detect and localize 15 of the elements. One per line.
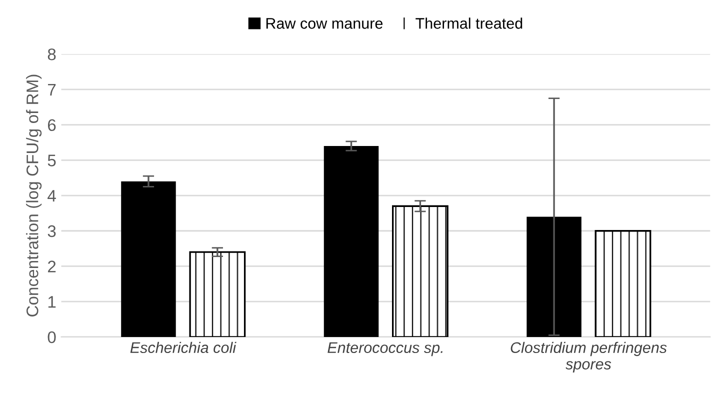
y-tick-label: 7 [48, 84, 56, 96]
legend-label: Thermal treated [416, 18, 522, 29]
x-tick-label: Enterococcus sp. [328, 342, 442, 356]
y-tick-label: 8 [48, 48, 56, 60]
y-tick-label: 0 [48, 331, 56, 344]
y-tick-label: 1 [48, 296, 56, 308]
x-tick-label: Clostridium perfringens spores [510, 342, 667, 373]
y-tick-label: 6 [48, 119, 56, 132]
y-tick-label: 2 [48, 260, 56, 272]
y-tick-label: 5 [48, 154, 56, 166]
legend-label: Raw cow manure [266, 18, 383, 29]
y-tick-label: 4 [48, 190, 56, 202]
x-tick-label: Escherichia coli [130, 342, 236, 354]
y-axis-title: Concentration (log CFU/g of RM) [26, 74, 42, 316]
y-tick-label: 3 [48, 225, 56, 238]
